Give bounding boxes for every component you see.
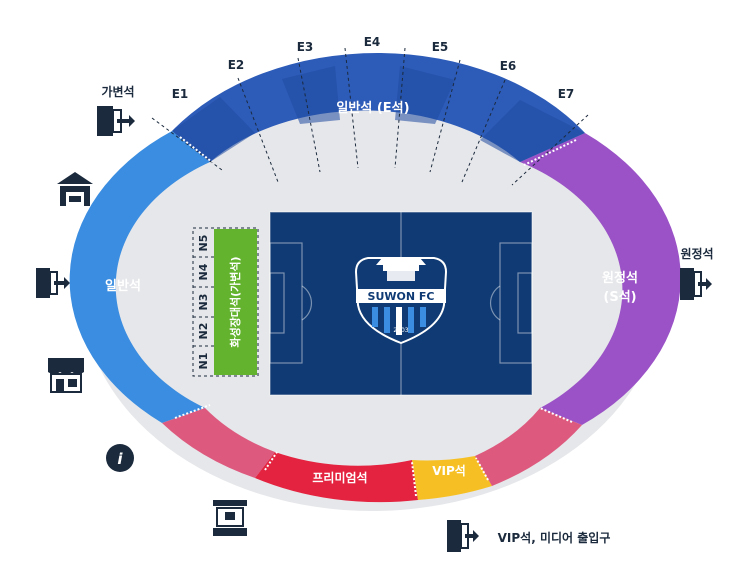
- info-icon[interactable]: [106, 444, 134, 472]
- sector-label-e6[interactable]: E6: [500, 59, 517, 73]
- stand-west-general[interactable]: [69, 131, 210, 423]
- stand-vip[interactable]: [412, 456, 492, 500]
- stand-label-away-2[interactable]: (S석): [603, 290, 636, 305]
- n-sector-strip: [192, 227, 259, 377]
- stand-premium[interactable]: [255, 452, 418, 503]
- sector-label-e3[interactable]: E3: [297, 40, 314, 54]
- club-name: SUWON FC: [368, 290, 435, 303]
- sector-label-e2[interactable]: E2: [228, 58, 245, 72]
- sector-label-n1[interactable]: N1: [197, 353, 210, 370]
- stand-east-dark-e7: [480, 100, 585, 162]
- stand-east-dark-e5: [395, 66, 455, 124]
- sector-label-n4[interactable]: N4: [197, 263, 210, 280]
- stand-pink-west: [162, 408, 275, 478]
- stand-south-away[interactable]: [520, 133, 681, 425]
- stand-pink-east: [475, 408, 582, 486]
- club-year: 2003: [393, 327, 408, 334]
- stand-label-east[interactable]: 일반석 (E석): [336, 100, 409, 116]
- gate-label-away: 원정석: [680, 246, 713, 261]
- stand-label-premium[interactable]: 프리미엄석: [312, 470, 367, 485]
- sector-label-e5[interactable]: E5: [432, 40, 449, 54]
- sector-dividers: [151, 47, 589, 186]
- stand-label-west[interactable]: 일반석: [105, 278, 141, 294]
- tent-booth-icon: [57, 172, 93, 206]
- sector-label-e4[interactable]: E4: [364, 35, 381, 49]
- stand-east-dark-e3: [282, 66, 340, 124]
- store-shop-icon: [48, 358, 84, 393]
- sector-label-n2[interactable]: N2: [197, 323, 210, 340]
- info-icon-glyph: i: [117, 450, 123, 468]
- sector-label-e1[interactable]: E1: [172, 87, 189, 101]
- exit-door-icon-away-gate[interactable]: [680, 268, 712, 300]
- sector-label-n3[interactable]: N3: [197, 294, 210, 311]
- family-zone-label[interactable]: 화성장대석(가변석): [228, 256, 242, 347]
- stand-divider-marks: [174, 136, 577, 497]
- gate-label-vip-media: VIP석, 미디어 출입구: [498, 530, 611, 545]
- stand-label-vip[interactable]: VIP석: [432, 464, 466, 478]
- exit-door-icon-west[interactable]: [36, 268, 70, 298]
- gate-label-family: 가변석: [101, 84, 134, 99]
- stand-label-away-1[interactable]: 원정석: [602, 270, 638, 286]
- stand-east-general[interactable]: [172, 53, 585, 162]
- sector-label-e7[interactable]: E7: [558, 87, 575, 101]
- exit-door-icon-family-gate[interactable]: [97, 106, 135, 136]
- stand-east-dark-e1: [172, 97, 255, 162]
- exit-door-icon-vip-media[interactable]: [447, 520, 479, 552]
- suwon-fc-crest: [354, 257, 448, 345]
- sector-label-n5[interactable]: N5: [197, 235, 210, 252]
- ticket-booth-icon: [213, 500, 247, 536]
